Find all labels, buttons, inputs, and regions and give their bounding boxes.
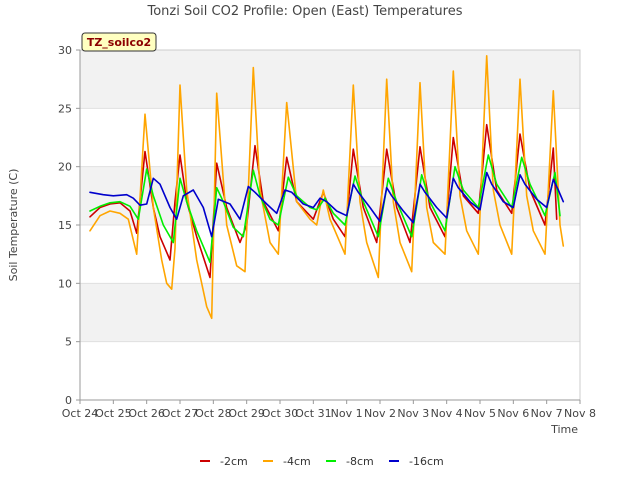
legend-label: -4cm	[283, 455, 311, 468]
y-tick-label: 15	[58, 219, 72, 232]
x-tick-label: Oct 28	[195, 407, 232, 420]
x-tick-label: Oct 25	[95, 407, 132, 420]
series-line-4cm	[89, 54, 565, 320]
x-tick-label: Nov 2	[364, 407, 396, 420]
x-tick-label: Nov 6	[497, 407, 529, 420]
y-axis: 0 5 10 15 20 25 30	[58, 44, 81, 407]
y-tick-label: 0	[65, 394, 72, 407]
x-tick-label: Nov 5	[464, 407, 496, 420]
x-tick-label: Nov 8	[564, 407, 596, 420]
legend-label: -16cm	[409, 455, 444, 468]
grid-band	[80, 283, 580, 342]
plot-area	[79, 49, 581, 401]
legend-item: -4cm	[263, 455, 311, 468]
legend-item: -2cm	[200, 455, 248, 468]
x-tick-label: Nov 4	[431, 407, 463, 420]
x-tick-label: Oct 31	[295, 407, 332, 420]
y-tick-label: 5	[65, 336, 72, 349]
y-tick-label: 20	[58, 161, 72, 174]
legend-item: -8cm	[326, 455, 374, 468]
x-tick-label: Nov 3	[397, 407, 429, 420]
site-label-box: TZ_soilco2	[81, 32, 157, 52]
x-tick-label: Nov 7	[531, 407, 563, 420]
x-tick-label: Nov 1	[331, 407, 363, 420]
y-axis-label: Soil Temperature (C)	[7, 169, 20, 282]
x-tick-label: Oct 30	[262, 407, 299, 420]
x-tick-label: Oct 26	[128, 407, 165, 420]
series-line-16cm	[89, 171, 565, 238]
x-tick-label: Oct 24	[62, 407, 99, 420]
legend-item: -16cm	[389, 455, 444, 468]
site-label-text: TZ_soilco2	[87, 36, 151, 49]
legend-label: -2cm	[220, 455, 248, 468]
y-tick-label: 30	[58, 44, 72, 57]
y-tick-label: 25	[58, 102, 72, 115]
x-tick-label: Oct 29	[228, 407, 265, 420]
x-tick-label: Oct 27	[162, 407, 199, 420]
x-axis-label: Time	[550, 423, 578, 436]
legend-label: -8cm	[346, 455, 374, 468]
grid-band	[80, 50, 580, 109]
chart-title: Tonzi Soil CO2 Profile: Open (East) Temp…	[146, 4, 462, 19]
y-tick-label: 10	[58, 277, 72, 290]
grid-band	[80, 166, 580, 225]
legend: -2cm -4cm -8cm -16cm	[200, 455, 444, 468]
